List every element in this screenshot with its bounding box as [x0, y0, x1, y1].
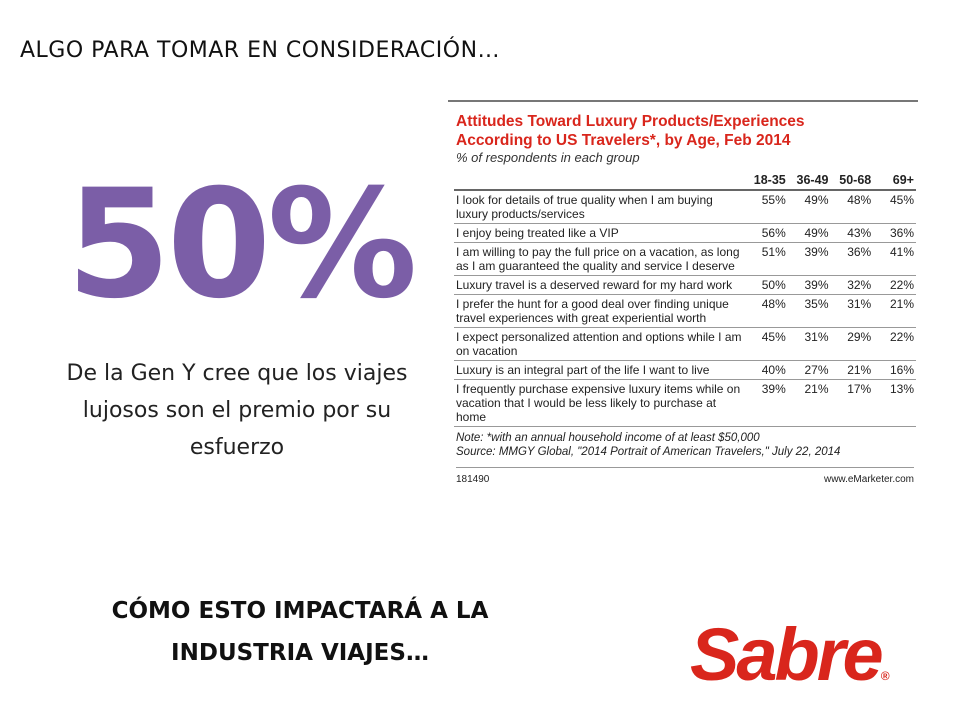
cell: 22% [873, 275, 916, 295]
cell: 31% [830, 294, 874, 328]
slide-title: ALGO PARA TOMAR EN CONSIDERACIÓN… [20, 38, 501, 63]
cell: 21% [787, 379, 831, 427]
cell: 21% [830, 360, 874, 380]
cell: 39% [787, 275, 831, 295]
cell: 55% [745, 190, 788, 224]
header-cell: 18-35 [745, 171, 788, 191]
cell: 43% [830, 223, 874, 243]
table-title-line: Attitudes Toward Luxury Products/Experie… [456, 113, 805, 130]
header-cell [454, 171, 746, 191]
chart-id: 181490 [456, 474, 490, 485]
table-row: I prefer the hunt for a good deal over f… [454, 294, 916, 328]
table-subtitle: % of respondents in each group [456, 150, 640, 165]
table-notes: Note: *with an annual household income o… [456, 431, 918, 459]
cell: 31% [787, 327, 831, 361]
table-row: Luxury is an integral part of the life I… [454, 360, 916, 380]
cell: 48% [745, 294, 788, 328]
row-label: I expect personalized attention and opti… [454, 327, 746, 361]
logo-mark: ® [880, 669, 890, 683]
table-title: Attitudes Toward Luxury Products/Experie… [456, 112, 918, 150]
cell: 17% [830, 379, 874, 427]
cell: 50% [745, 275, 788, 295]
row-label: I am willing to pay the full price on a … [454, 242, 746, 276]
cell: 32% [830, 275, 874, 295]
cell: 35% [787, 294, 831, 328]
table-row: I frequently purchase expensive luxury i… [454, 379, 916, 427]
cell: 36% [873, 223, 916, 243]
question: CÓMO ESTO IMPACTARÁ A LA INDUSTRIA VIAJE… [111, 598, 489, 666]
brand: www.eMarketer.com [823, 474, 914, 485]
note: Note: *with an annual household income o… [456, 432, 760, 444]
row-label: Luxury travel is a deserved reward for m… [454, 275, 746, 295]
table: 18-35 36-49 50-68 69+ I look for details of … [454, 171, 916, 427]
source: Source: MMGY Global, "2014 Portrait of A… [456, 446, 841, 458]
cell: 45% [745, 327, 788, 361]
cell: 40% [745, 360, 788, 380]
cell: 39% [745, 379, 788, 427]
row-label: I look for details of true quality when … [454, 190, 746, 224]
header-cell: 69+ [873, 171, 916, 191]
cell: 21% [873, 294, 916, 328]
header-row: 18-35 36-49 50-68 69+ [454, 171, 916, 191]
cell: 51% [745, 242, 788, 276]
cell: 56% [745, 223, 788, 243]
stat: 50% [66, 158, 417, 332]
cell: 41% [873, 242, 916, 276]
cell: 22% [873, 327, 916, 361]
table-row: I am willing to pay the full price on a … [454, 242, 916, 276]
table-row: I look for details of true quality when … [454, 190, 916, 224]
header-cell: 36-49 [787, 171, 831, 191]
table-row: I expect personalized attention and opti… [454, 327, 916, 361]
row-label: Luxury is an integral part of the life I… [454, 360, 746, 380]
stat-text: De la Gen Y cree que los viajes lujosos … [66, 361, 408, 460]
cell: 13% [873, 379, 916, 427]
logo-text: Sabre [690, 613, 884, 696]
cell: 45% [873, 190, 916, 224]
cell: 49% [787, 223, 831, 243]
table-row: Luxury travel is a deserved reward for m… [454, 275, 916, 295]
cell: 49% [787, 190, 831, 224]
cell: 29% [830, 327, 874, 361]
table-title-line: According to US Travelers*, by Age, Feb … [456, 132, 791, 149]
cell: 36% [830, 242, 874, 276]
cell: 16% [873, 360, 916, 380]
logo: Sabre® [690, 612, 890, 697]
table-row: I enjoy being treated like a VIP 56% 49% 43… [454, 223, 916, 243]
table-footer: 181490 www.eMarketer.com [456, 467, 914, 485]
cell: 48% [830, 190, 874, 224]
header-cell: 50-68 [830, 171, 874, 191]
cell: 27% [787, 360, 831, 380]
table-figure: Attitudes Toward Luxury Products/Experie… [448, 100, 918, 562]
cell: 39% [787, 242, 831, 276]
row-label: I prefer the hunt for a good deal over f… [454, 294, 746, 328]
row-label: I enjoy being treated like a VIP [454, 223, 746, 243]
row-label: I frequently purchase expensive luxury i… [454, 379, 746, 427]
